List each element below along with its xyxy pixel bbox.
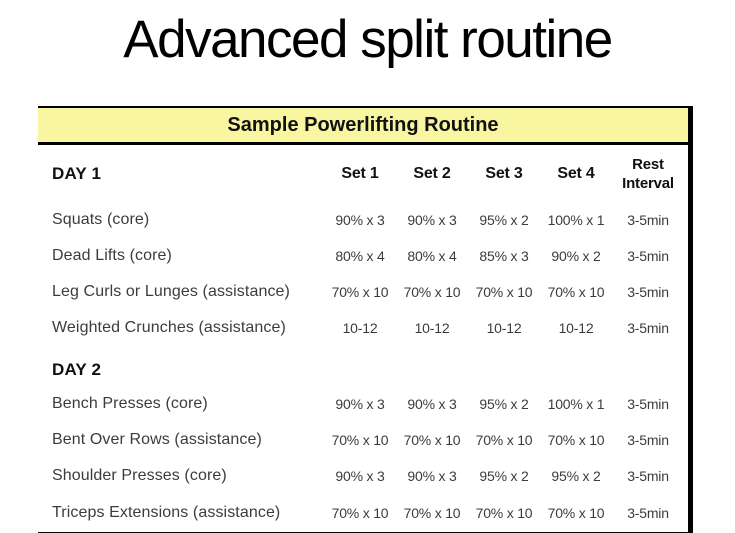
table-row: Dead Lifts (core) 80% x 4 80% x 4 85% x … [38,238,688,274]
set-cell: 100% x 1 [547,212,605,228]
set-cell: 90% x 3 [335,468,385,484]
day-1-label: DAY 1 [52,163,102,183]
table-body: DAY 1 Set 1 Set 2 Set 3 Set 4 Rest Inter… [38,145,688,532]
set-cell: 70% x 10 [403,284,461,300]
rest-header-line2: Interval [622,174,674,192]
rest-cell: 3-5min [627,396,669,412]
set-cell: 90% x 3 [335,212,385,228]
set-cell: 90% x 3 [407,468,457,484]
set-cell: 95% x 2 [479,212,529,228]
page-title: Advanced split routine [123,10,613,69]
set-cell: 70% x 10 [403,505,461,521]
exercise-name: Leg Curls or Lunges (assistance) [52,283,290,300]
table-row: Weighted Crunches (assistance) 10-12 10-… [38,310,688,346]
set-1-header: Set 1 [341,164,379,182]
header-row: DAY 1 Set 1 Set 2 Set 3 Set 4 Rest Inter… [38,145,688,202]
set-cell: 10-12 [486,320,522,336]
set-cell: 70% x 10 [547,432,605,448]
powerlifting-table: Sample Powerlifting Routine DAY 1 Set 1 … [38,106,693,533]
exercise-name: Dead Lifts (core) [52,247,172,264]
rest-cell: 3-5min [627,212,669,228]
set-cell: 90% x 3 [335,396,385,412]
exercise-name: Bench Presses (core) [52,395,208,412]
table-title: Sample Powerlifting Routine [227,113,499,136]
set-cell: 95% x 2 [479,468,529,484]
exercise-name: Bent Over Rows (assistance) [52,431,262,448]
set-cell: 80% x 4 [335,248,385,264]
table-row: Squats (core) 90% x 3 90% x 3 95% x 2 10… [38,202,688,238]
set-cell: 90% x 3 [407,212,457,228]
set-cell: 10-12 [342,320,378,336]
rest-interval-header: Rest Interval [612,155,684,193]
table-row: Shoulder Presses (core) 90% x 3 90% x 3 … [38,458,688,494]
set-cell: 70% x 10 [331,432,389,448]
exercise-name: Weighted Crunches (assistance) [52,319,286,336]
set-cell: 70% x 10 [475,432,533,448]
set-cell: 85% x 3 [479,248,529,264]
table-row: Bent Over Rows (assistance) 70% x 10 70%… [38,422,688,458]
set-cell: 10-12 [558,320,594,336]
set-cell: 70% x 10 [547,505,605,521]
set-cell: 70% x 10 [331,284,389,300]
rest-cell: 3-5min [627,284,669,300]
set-cell: 90% x 3 [407,396,457,412]
rest-cell: 3-5min [627,505,669,521]
slide: Advanced split routine Sample Powerlifti… [0,6,735,533]
rest-header-line1: Rest [632,155,664,173]
day-2-header-row: DAY 2 [38,346,688,386]
table-row: Bench Presses (core) 90% x 3 90% x 3 95%… [38,386,688,422]
set-2-header: Set 2 [413,164,451,182]
table-row: Leg Curls or Lunges (assistance) 70% x 1… [38,274,688,310]
set-cell: 95% x 2 [551,468,601,484]
exercise-name: Shoulder Presses (core) [52,467,227,484]
set-4-header: Set 4 [557,164,595,182]
set-cell: 70% x 10 [331,505,389,521]
set-cell: 90% x 2 [551,248,601,264]
set-cell: 70% x 10 [475,505,533,521]
set-cell: 100% x 1 [547,396,605,412]
set-cell: 80% x 4 [407,248,457,264]
day-2-label: DAY 2 [52,360,102,379]
rest-cell: 3-5min [627,248,669,264]
rest-cell: 3-5min [627,320,669,336]
table-title-band: Sample Powerlifting Routine [38,106,688,145]
set-cell: 10-12 [414,320,450,336]
exercise-name: Triceps Extensions (assistance) [52,504,281,521]
rest-cell: 3-5min [627,432,669,448]
rest-cell: 3-5min [627,468,669,484]
set-cell: 95% x 2 [479,396,529,412]
table-row: Triceps Extensions (assistance) 70% x 10… [38,494,688,532]
exercise-name: Squats (core) [52,211,150,228]
set-3-header: Set 3 [485,164,523,182]
set-cell: 70% x 10 [547,284,605,300]
set-cell: 70% x 10 [475,284,533,300]
set-cell: 70% x 10 [403,432,461,448]
